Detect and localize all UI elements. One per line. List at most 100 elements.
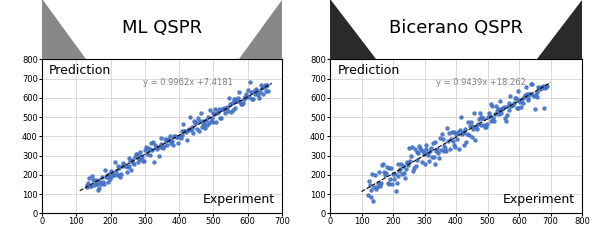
Point — [368, 172, 377, 176]
Point — [170, 134, 180, 138]
Point — [149, 160, 159, 164]
Point — [388, 182, 397, 185]
Point — [169, 144, 178, 147]
Point — [206, 119, 215, 123]
Point — [191, 120, 201, 124]
Point — [199, 119, 208, 123]
Point — [384, 166, 394, 170]
Point — [490, 119, 499, 123]
Point — [190, 121, 200, 124]
Point — [181, 129, 190, 132]
Polygon shape — [239, 0, 282, 59]
Point — [442, 149, 451, 153]
Point — [263, 89, 273, 93]
Point — [419, 152, 428, 155]
Point — [514, 106, 523, 110]
Point — [440, 149, 449, 153]
Point — [225, 103, 235, 106]
Point — [87, 174, 97, 178]
Point — [124, 164, 133, 168]
Point — [425, 149, 435, 153]
Point — [142, 152, 152, 155]
Point — [135, 154, 145, 158]
Point — [398, 164, 408, 168]
Point — [448, 139, 457, 143]
Point — [146, 141, 156, 145]
Point — [245, 81, 255, 84]
Point — [411, 164, 421, 168]
Point — [469, 111, 479, 115]
Point — [85, 184, 95, 188]
Point — [109, 173, 119, 176]
Point — [100, 168, 110, 172]
Point — [230, 106, 240, 109]
Point — [506, 95, 515, 98]
Point — [467, 135, 477, 139]
Point — [122, 170, 131, 173]
Point — [406, 159, 415, 163]
Point — [460, 143, 469, 147]
Point — [493, 107, 503, 111]
Point — [202, 118, 211, 122]
Point — [251, 88, 261, 91]
Point — [161, 139, 171, 143]
Point — [253, 93, 263, 97]
Point — [233, 96, 243, 100]
Point — [232, 97, 241, 100]
Point — [521, 85, 530, 89]
Point — [458, 131, 467, 135]
Point — [205, 109, 215, 112]
Point — [542, 84, 552, 88]
Point — [499, 106, 508, 110]
Point — [153, 145, 163, 149]
Point — [422, 147, 431, 150]
Point — [175, 135, 185, 138]
Point — [262, 84, 271, 87]
Point — [379, 170, 389, 174]
Point — [179, 130, 189, 133]
Point — [532, 95, 541, 99]
Text: Prediction: Prediction — [338, 64, 400, 77]
Point — [444, 132, 454, 135]
Point — [236, 102, 245, 106]
Point — [136, 150, 145, 154]
Point — [428, 141, 437, 145]
Point — [424, 159, 434, 163]
Point — [538, 84, 548, 87]
Text: Bicerano QSPR: Bicerano QSPR — [389, 19, 523, 37]
Point — [475, 111, 484, 114]
Point — [230, 97, 239, 100]
Point — [184, 128, 194, 131]
Point — [528, 93, 538, 97]
Point — [223, 109, 233, 113]
Point — [487, 103, 496, 106]
Point — [187, 125, 196, 129]
Point — [244, 88, 253, 91]
Point — [261, 89, 271, 93]
Point — [485, 114, 494, 117]
Point — [465, 124, 475, 128]
Point — [540, 86, 550, 90]
Point — [376, 182, 385, 186]
Point — [253, 90, 262, 94]
Point — [181, 130, 191, 133]
Point — [478, 116, 488, 120]
Point — [208, 111, 217, 114]
Point — [416, 148, 426, 152]
Point — [204, 121, 214, 125]
Point — [495, 107, 505, 111]
Point — [470, 138, 480, 141]
Point — [116, 176, 125, 179]
Point — [127, 158, 137, 162]
Point — [178, 129, 187, 133]
Point — [449, 130, 458, 133]
Point — [524, 92, 534, 96]
Point — [420, 162, 430, 166]
Point — [449, 143, 459, 147]
Point — [192, 128, 202, 131]
Point — [431, 149, 441, 153]
Point — [120, 164, 130, 168]
Point — [143, 146, 152, 150]
Point — [533, 91, 542, 94]
Point — [407, 146, 417, 149]
